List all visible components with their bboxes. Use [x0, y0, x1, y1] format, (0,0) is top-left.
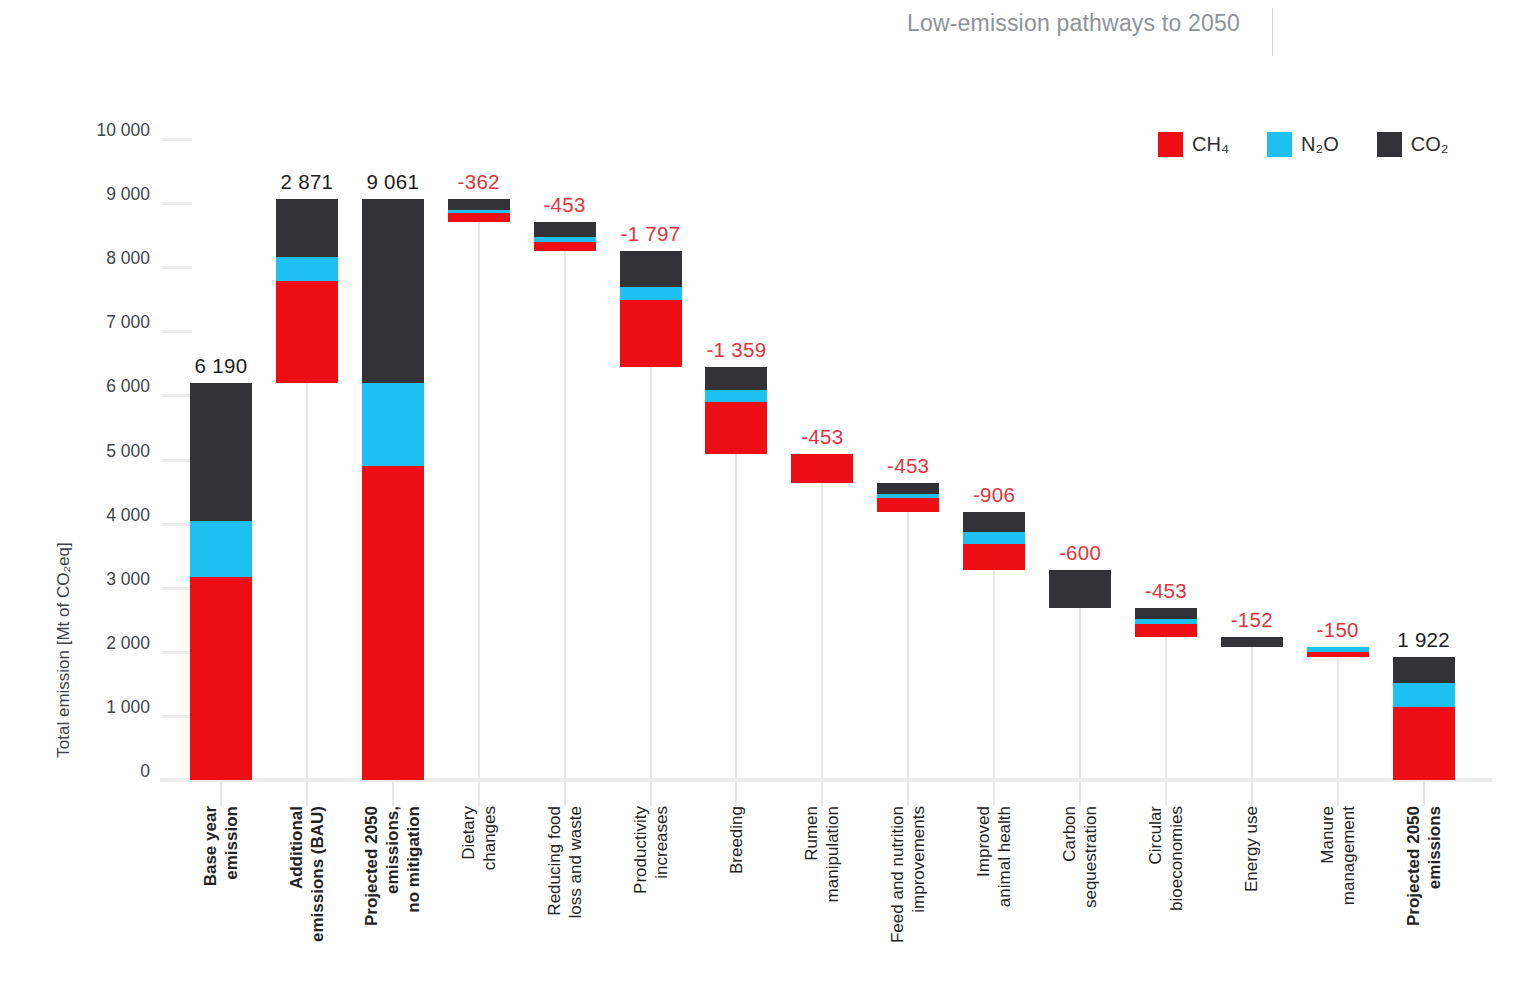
chart-canvas: Low-emission pathways to 2050 CH₄ N₂O CO… [0, 0, 1516, 993]
bar-segment-n2o [620, 287, 682, 300]
bar-segment-ch4 [190, 577, 252, 780]
y-tick-label: 2 000 [40, 633, 150, 654]
bar-segment-co2 [276, 199, 338, 257]
header-divider [1272, 8, 1273, 56]
legend-item-n2o: N₂O [1267, 132, 1339, 157]
bar-segment-co2 [963, 512, 1025, 532]
connector-line [478, 222, 480, 806]
x-tick-label: Projected 2050 emissions [1403, 806, 1445, 993]
y-tick-label: 4 000 [40, 505, 150, 526]
bar-segment-n2o [1393, 683, 1455, 707]
bar-segment-co2 [362, 199, 424, 383]
bar-value-label: -362 [409, 170, 549, 194]
y-tick-label: 0 [40, 761, 150, 782]
y-tick-label: 10 000 [40, 120, 150, 141]
connector-line [650, 367, 652, 806]
y-grid-tick [162, 266, 192, 269]
y-grid-tick [162, 394, 192, 397]
x-tick-label: Manure management [1317, 806, 1359, 993]
x-tick-label: Breeding [726, 806, 747, 993]
bar-value-label: -453 [752, 425, 892, 449]
x-tick-label: Improved animal health [973, 806, 1015, 993]
x-tick-label: Productivity increases [630, 806, 672, 993]
connector-line [220, 780, 222, 806]
bar-segment-n2o [190, 521, 252, 577]
y-grid-tick [162, 138, 192, 141]
bar-value-label: 6 190 [151, 354, 291, 378]
connector-line [1079, 608, 1081, 806]
connector-line [907, 512, 909, 806]
bar-segment-co2 [705, 367, 767, 390]
y-grid-tick [162, 202, 192, 205]
co2-swatch-icon [1377, 132, 1402, 157]
connector-line [735, 454, 737, 806]
x-tick-label: Additional emissions (BAU) [286, 806, 328, 993]
bar-segment-co2 [620, 251, 682, 286]
y-tick-label: 8 000 [40, 248, 150, 269]
chart-title: Low-emission pathways to 2050 [907, 10, 1240, 37]
connector-line [993, 570, 995, 806]
y-tick-label: 7 000 [40, 312, 150, 333]
x-tick-label: Projected 2050 emissions, no mitigation [361, 806, 424, 993]
legend-label-co2: CO₂ [1411, 133, 1449, 156]
connector-line [1251, 647, 1253, 806]
x-tick-label: Circular bioeconomies [1145, 806, 1187, 993]
y-tick-label: 6 000 [40, 376, 150, 397]
connector-line [392, 780, 394, 806]
y-tick-label: 3 000 [40, 569, 150, 590]
bar-segment-ch4 [362, 466, 424, 780]
bar-segment-n2o [276, 257, 338, 281]
bar-segment-co2 [1393, 657, 1455, 683]
connector-line [821, 483, 823, 806]
y-grid-tick [162, 523, 192, 526]
x-tick-label: Feed and nutrition improvements [887, 806, 929, 993]
ch4-swatch-icon [1158, 132, 1183, 157]
x-axis-baseline [160, 778, 1492, 782]
bar-value-label: -453 [1096, 579, 1236, 603]
y-grid-tick [162, 651, 192, 654]
connector-line [1423, 780, 1425, 806]
bar-value-label: -600 [1010, 541, 1150, 565]
bar-segment-co2 [190, 383, 252, 520]
legend-item-co2: CO₂ [1377, 132, 1449, 157]
connector-line [1337, 657, 1339, 806]
bar-value-label: -453 [838, 454, 978, 478]
y-grid-tick [162, 587, 192, 590]
bar-value-label: -906 [924, 483, 1064, 507]
x-tick-label: Base year emission [200, 806, 242, 993]
y-grid-tick [162, 715, 192, 718]
x-tick-label: Energy use [1241, 806, 1262, 993]
bar-value-label: 1 922 [1354, 628, 1494, 652]
x-tick-label: Rumen manipulation [801, 806, 843, 993]
bar-value-label: -453 [495, 193, 635, 217]
bar-value-label: -1 359 [666, 338, 806, 362]
y-tick-label: 1 000 [40, 697, 150, 718]
bar-segment-ch4 [1393, 707, 1455, 780]
y-tick-label: 9 000 [40, 184, 150, 205]
bar-segment-n2o [362, 383, 424, 466]
x-tick-label: Carbon sequestration [1059, 806, 1101, 993]
y-tick-label: 5 000 [40, 441, 150, 462]
bar-segment-ch4 [276, 281, 338, 383]
legend-item-ch4: CH₄ [1158, 132, 1229, 157]
x-tick-label: Reducing food loss and waste [544, 806, 586, 993]
y-grid-tick [162, 330, 192, 333]
bar-segment-n2o [705, 390, 767, 402]
legend-label-n2o: N₂O [1301, 133, 1339, 156]
y-grid-tick [162, 459, 192, 462]
bar-value-label: -1 797 [581, 222, 721, 246]
connector-line [564, 251, 566, 806]
connector-line [306, 383, 308, 806]
bar-segment-ch4 [1307, 652, 1369, 657]
n2o-swatch-icon [1267, 132, 1292, 157]
x-tick-label: Dietary changes [458, 806, 500, 993]
legend-label-ch4: CH₄ [1192, 133, 1229, 156]
legend: CH₄ N₂O CO₂ [1158, 132, 1449, 157]
